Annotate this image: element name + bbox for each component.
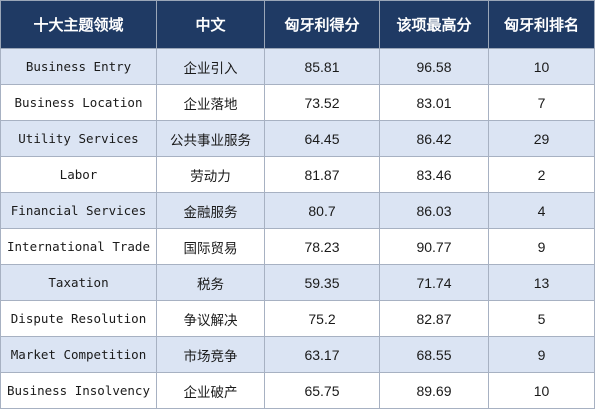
table-row: Business Location 企业落地 73.52 83.01 7 xyxy=(0,84,595,121)
max-score-cell: 86.42 xyxy=(379,120,489,157)
chinese-cell: 国际贸易 xyxy=(156,228,265,265)
table-row: Financial Services 金融服务 80.7 86.03 4 xyxy=(0,192,595,229)
header-cell-score: 匈牙利得分 xyxy=(264,0,380,49)
table-row: Business Entry 企业引入 85.81 96.58 10 xyxy=(0,48,595,85)
chinese-cell: 企业落地 xyxy=(156,84,265,121)
area-cell: Business Insolvency xyxy=(0,372,157,409)
header-cell-area: 十大主题领域 xyxy=(0,0,157,49)
table-row: Taxation 税务 59.35 71.74 13 xyxy=(0,264,595,301)
table-row: Business Insolvency 企业破产 65.75 89.69 10 xyxy=(0,372,595,409)
area-cell: International Trade xyxy=(0,228,157,265)
header-cell-chinese: 中文 xyxy=(156,0,265,49)
chinese-cell: 企业引入 xyxy=(156,48,265,85)
header-row: 十大主题领域 中文 匈牙利得分 该项最高分 匈牙利排名 xyxy=(0,0,595,49)
area-cell: Utility Services xyxy=(0,120,157,157)
rank-cell: 2 xyxy=(488,156,595,193)
max-score-cell: 68.55 xyxy=(379,336,489,373)
score-cell: 63.17 xyxy=(264,336,380,373)
score-cell: 81.87 xyxy=(264,156,380,193)
chinese-cell: 金融服务 xyxy=(156,192,265,229)
rank-cell: 4 xyxy=(488,192,595,229)
area-cell: Market Competition xyxy=(0,336,157,373)
table-row: Labor 劳动力 81.87 83.46 2 xyxy=(0,156,595,193)
max-score-cell: 83.01 xyxy=(379,84,489,121)
area-cell: Business Location xyxy=(0,84,157,121)
score-cell: 64.45 xyxy=(264,120,380,157)
score-cell: 80.7 xyxy=(264,192,380,229)
score-cell: 75.2 xyxy=(264,300,380,337)
table-row: Market Competition 市场竞争 63.17 68.55 9 xyxy=(0,336,595,373)
header-cell-rank: 匈牙利排名 xyxy=(488,0,595,49)
score-cell: 85.81 xyxy=(264,48,380,85)
score-cell: 59.35 xyxy=(264,264,380,301)
rank-cell: 9 xyxy=(488,228,595,265)
table-row: International Trade 国际贸易 78.23 90.77 9 xyxy=(0,228,595,265)
rank-cell: 10 xyxy=(488,372,595,409)
max-score-cell: 86.03 xyxy=(379,192,489,229)
area-cell: Financial Services xyxy=(0,192,157,229)
max-score-cell: 89.69 xyxy=(379,372,489,409)
header-cell-max-score: 该项最高分 xyxy=(379,0,489,49)
max-score-cell: 90.77 xyxy=(379,228,489,265)
max-score-cell: 96.58 xyxy=(379,48,489,85)
rank-cell: 10 xyxy=(488,48,595,85)
chinese-cell: 劳动力 xyxy=(156,156,265,193)
rank-cell: 13 xyxy=(488,264,595,301)
max-score-cell: 71.74 xyxy=(379,264,489,301)
chinese-cell: 公共事业服务 xyxy=(156,120,265,157)
score-cell: 73.52 xyxy=(264,84,380,121)
area-cell: Taxation xyxy=(0,264,157,301)
table-row: Utility Services 公共事业服务 64.45 86.42 29 xyxy=(0,120,595,157)
area-cell: Business Entry xyxy=(0,48,157,85)
max-score-cell: 83.46 xyxy=(379,156,489,193)
chinese-cell: 企业破产 xyxy=(156,372,265,409)
chinese-cell: 争议解决 xyxy=(156,300,265,337)
score-cell: 78.23 xyxy=(264,228,380,265)
score-cell: 65.75 xyxy=(264,372,380,409)
rank-cell: 29 xyxy=(488,120,595,157)
chinese-cell: 税务 xyxy=(156,264,265,301)
rank-cell: 9 xyxy=(488,336,595,373)
rank-cell: 7 xyxy=(488,84,595,121)
chinese-cell: 市场竞争 xyxy=(156,336,265,373)
rank-cell: 5 xyxy=(488,300,595,337)
area-cell: Dispute Resolution xyxy=(0,300,157,337)
area-cell: Labor xyxy=(0,156,157,193)
table-row: Dispute Resolution 争议解决 75.2 82.87 5 xyxy=(0,300,595,337)
max-score-cell: 82.87 xyxy=(379,300,489,337)
